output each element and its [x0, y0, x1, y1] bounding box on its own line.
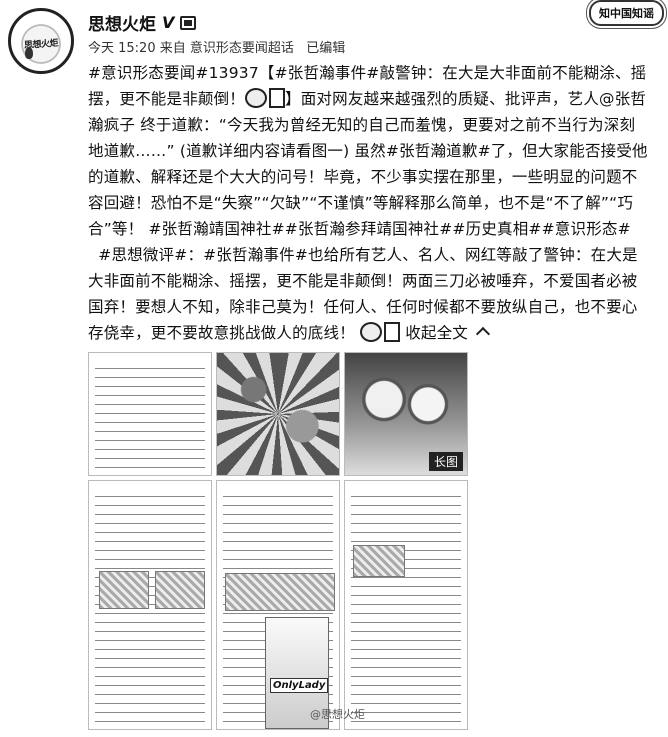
collapse-label: 收起全文	[405, 324, 468, 342]
hashtags[interactable]: #张哲瀚靖国神社##张哲瀚参拜靖国神社##历史真相##意识形态#	[148, 220, 631, 238]
collapse-button[interactable]: 收起全文	[405, 324, 491, 342]
image-1[interactable]	[88, 352, 212, 476]
inner-photo	[155, 571, 205, 609]
emoji-icon-2	[384, 322, 401, 342]
post-text-p2: #思想微评#：#张哲瀚事件#也给所有艺人、名人、网红等敲了警钟：在大是大非面前不…	[88, 246, 638, 342]
post-text-seg2: 】面对网友越来越强烈的质疑、批评声，艺人@张哲瀚疯子 终于道歉：“今天我为曾经无…	[88, 90, 648, 238]
image-2[interactable]	[216, 352, 340, 476]
account-header: 思想火炬 V	[88, 10, 197, 35]
chevron-up-icon	[475, 326, 491, 342]
avatar-logo-text: 思想火炬	[23, 38, 59, 52]
long-image-badge: 长图	[428, 452, 463, 471]
watermark-badge: 知中国知谣	[589, 0, 664, 26]
avatar[interactable]: 思想火炬	[8, 8, 74, 74]
image-watermark: @思想火炬	[310, 708, 365, 721]
inner-photo	[99, 571, 149, 609]
magazine-cover: OnlyLady	[265, 617, 329, 729]
emoji-icon	[269, 88, 286, 108]
post-content: #意识形态要闻#13937【#张哲瀚事件#敲警钟：在大是大非面前不能糊涂、摇摆，…	[88, 60, 650, 346]
document-image-lines	[351, 491, 461, 723]
image-3[interactable]: 长图	[344, 352, 468, 476]
document-image-lines	[95, 363, 205, 469]
account-name[interactable]: 思想火炬	[88, 15, 156, 35]
verified-badge-icon: V	[162, 13, 175, 32]
image-4[interactable]	[88, 480, 212, 730]
magazine-logo: OnlyLady	[270, 678, 329, 693]
paragraph-1: #意识形态要闻#13937【#张哲瀚事件#敲警钟：在大是大非面前不能糊涂、摇摆，…	[88, 60, 650, 242]
flame-icon	[25, 47, 33, 59]
post-text-seg1: #意识形态要闻#13937【#张哲瀚事件#敲警钟：在大是大非面前不能糊涂、摇摆，…	[88, 64, 647, 108]
inner-photo	[225, 573, 335, 611]
image-5[interactable]: OnlyLady	[216, 480, 340, 730]
edited-label: 已编辑	[306, 41, 346, 56]
post-source[interactable]: 来自 意识形态要闻超话	[159, 41, 294, 56]
inner-photo	[353, 545, 405, 577]
post-time[interactable]: 今天 15:20	[88, 41, 156, 56]
member-icon	[180, 15, 197, 30]
smile-emoji-icon	[245, 88, 268, 108]
image-6[interactable]	[344, 480, 468, 730]
paragraph-2: #思想微评#：#张哲瀚事件#也给所有艺人、名人、网红等敲了警钟：在大是大非面前不…	[88, 242, 650, 346]
post-meta: 今天 15:20 来自 意识形态要闻超话 已编辑	[88, 37, 345, 56]
smile-emoji-icon-2	[360, 322, 383, 342]
